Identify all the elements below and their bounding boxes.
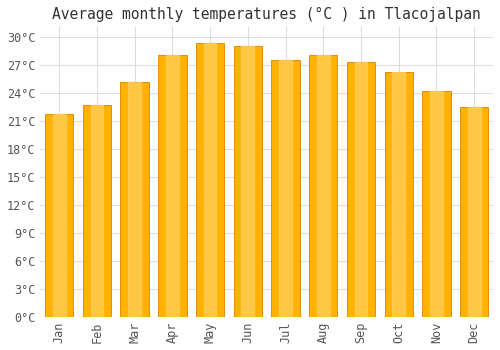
- Bar: [392, 72, 405, 317]
- Bar: [45, 114, 74, 317]
- Bar: [279, 60, 292, 317]
- Bar: [196, 43, 224, 317]
- Bar: [317, 55, 330, 317]
- Bar: [204, 43, 216, 317]
- Bar: [166, 55, 178, 317]
- Bar: [354, 62, 368, 317]
- Bar: [128, 82, 141, 317]
- Bar: [234, 46, 262, 317]
- Bar: [309, 55, 338, 317]
- Bar: [347, 62, 375, 317]
- Bar: [120, 82, 149, 317]
- Bar: [272, 60, 299, 317]
- Bar: [242, 46, 254, 317]
- Bar: [158, 55, 186, 317]
- Bar: [422, 91, 450, 317]
- Bar: [460, 107, 488, 317]
- Bar: [83, 105, 111, 317]
- Bar: [53, 114, 66, 317]
- Bar: [430, 91, 443, 317]
- Title: Average monthly temperatures (°C ) in Tlacojalpan: Average monthly temperatures (°C ) in Tl…: [52, 7, 481, 22]
- Bar: [90, 105, 104, 317]
- Bar: [384, 72, 413, 317]
- Bar: [468, 107, 480, 317]
